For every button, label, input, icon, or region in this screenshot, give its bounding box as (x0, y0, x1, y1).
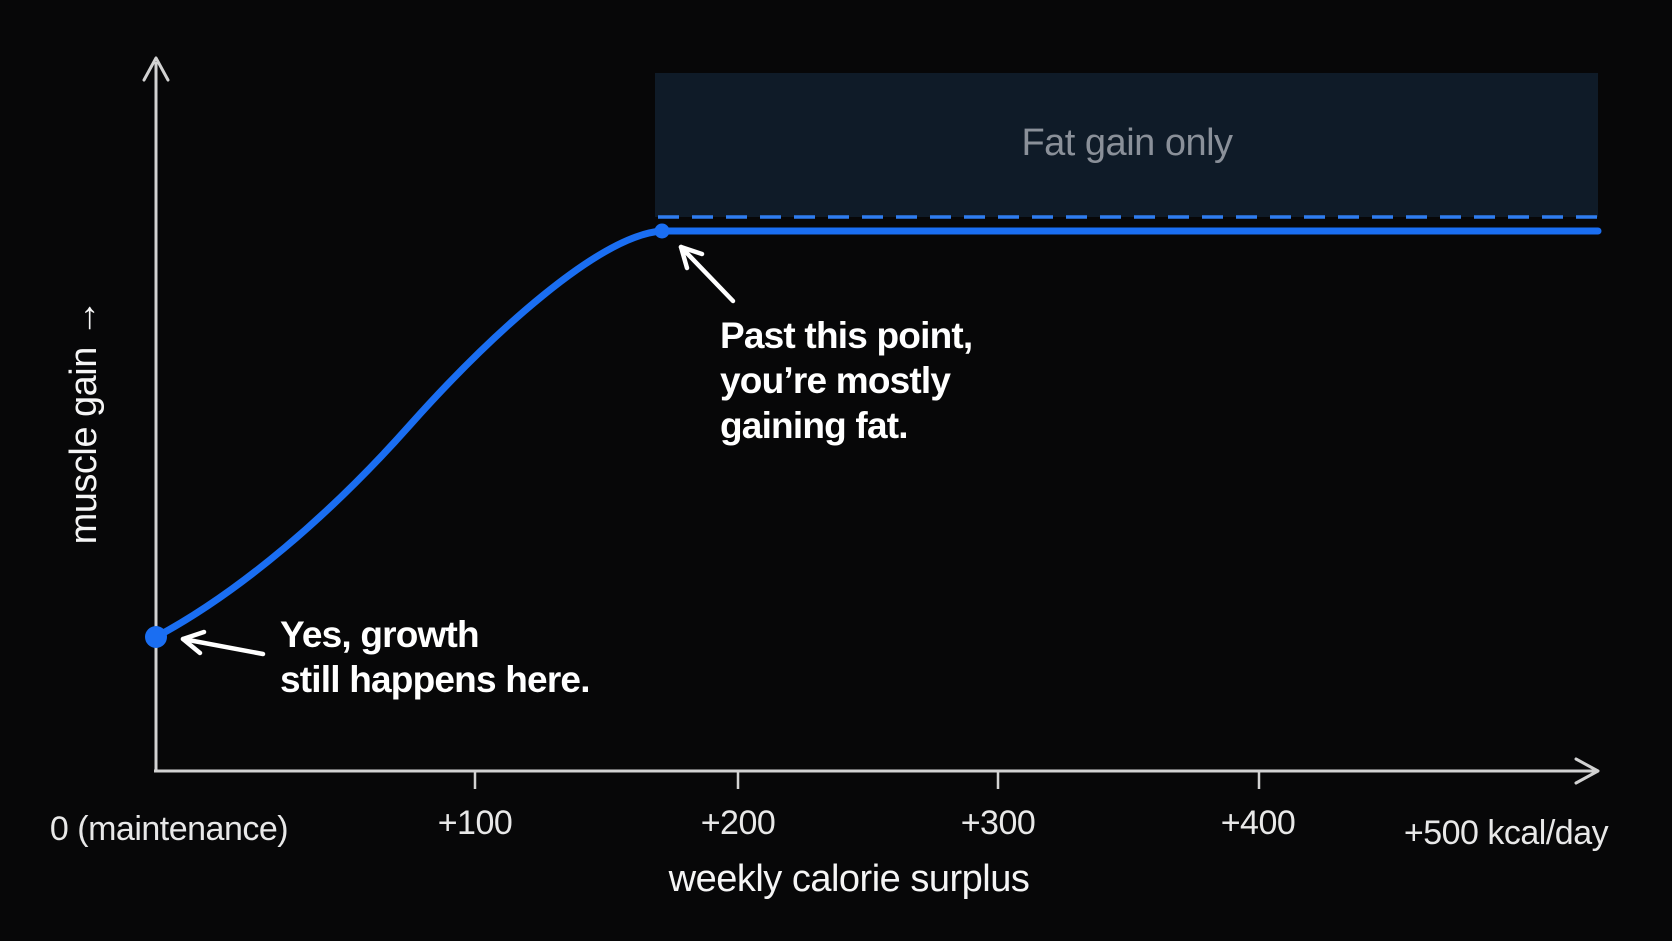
fat-gain-region (655, 73, 1598, 217)
annotation-arrow-origin-icon (180, 629, 266, 657)
plateau-point-marker (654, 223, 670, 239)
x-axis-label: weekly calorie surplus (668, 858, 1030, 900)
x-axis-arrowhead-icon (1574, 757, 1600, 785)
annotation-plateau-line-2: you’re mostly (720, 360, 951, 401)
start-point-marker (145, 626, 167, 648)
annotation-arrow-plateau-icon (678, 244, 736, 304)
x-tick-label-0: 0 (maintenance) (49, 810, 289, 848)
fat-gain-region-label: Fat gain only (1021, 122, 1233, 164)
x-tick-label-400: +400 (1220, 804, 1296, 842)
annotation-origin-line-1: Yes, growth (280, 614, 480, 655)
annotation-plateau-line-3: gaining fat. (720, 405, 909, 446)
annotation-plateau: Past this point, you’re mostly gaining f… (720, 313, 973, 448)
x-tick-label-300: +300 (960, 804, 1036, 842)
muscle-gain-curve (152, 227, 1602, 641)
annotation-origin-line-2: still happens here. (280, 659, 590, 700)
annotation-plateau-line-1: Past this point, (720, 315, 973, 356)
x-tick-label-200: +200 (700, 804, 776, 842)
annotation-origin: Yes, growth still happens here. (280, 612, 590, 702)
y-axis-arrowhead-icon (142, 56, 170, 82)
x-tick-label-500: +500 kcal/day (1403, 814, 1609, 852)
y-axis-label: muscle gain → (63, 299, 105, 545)
x-tick-label-100: +100 (437, 804, 513, 842)
